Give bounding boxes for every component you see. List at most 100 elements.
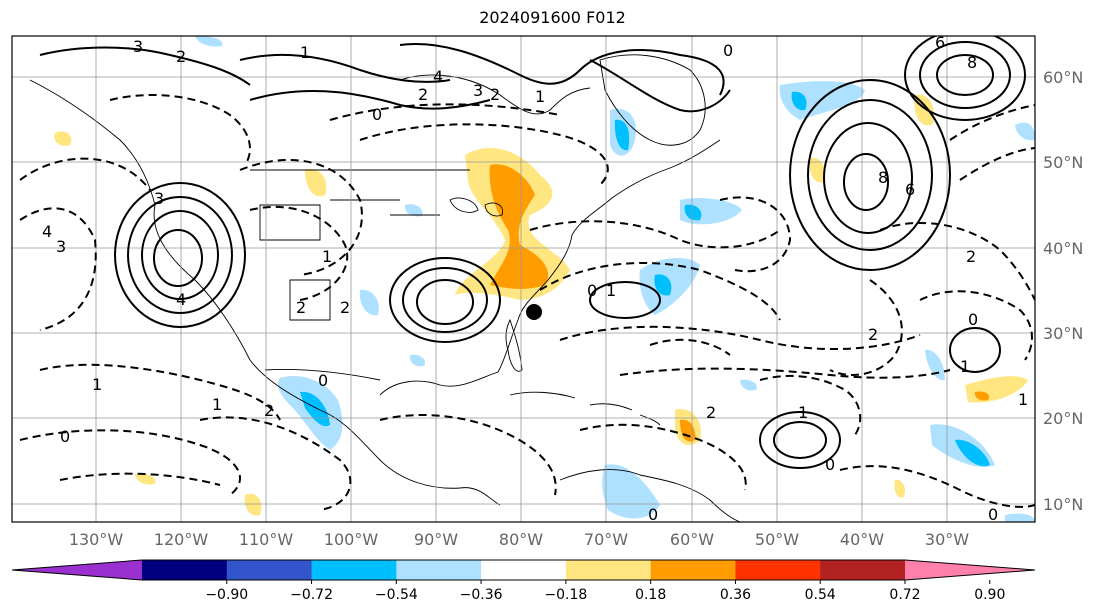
colorbar-tick-label: −0.72 (290, 587, 333, 603)
contour-labels: 3 2 1 0 4 2 3 2 1 0 8 6 6 8 3 4 3 4 1 2 … (42, 33, 1028, 524)
colorbar-segment (142, 560, 228, 580)
colorbar-segment (820, 560, 906, 580)
map-frame (11, 35, 1036, 523)
colorbar-segment (481, 560, 567, 580)
lon-label: 80°W (499, 530, 543, 549)
south-america-coastline (559, 469, 741, 522)
lon-label: 110°W (239, 530, 294, 549)
contour-label: 1 (606, 281, 616, 300)
contour-label: 0 (968, 310, 978, 329)
positive-anomaly-region (244, 493, 262, 516)
lon-label: 70°W (584, 530, 628, 549)
contour-label: 2 (706, 403, 716, 422)
longitude-labels: 130°W 120°W 110°W 100°W 90°W 80°W 70°W 6… (69, 530, 969, 549)
colorbar-segment (735, 560, 821, 580)
negative-anomaly-region (359, 289, 379, 316)
great-lakes (449, 197, 503, 217)
negative-anomaly-region (740, 379, 757, 391)
colorbar-tick-label: 0.18 (635, 587, 666, 603)
negative-anomaly-region (1005, 513, 1035, 522)
positive-anomaly-region (914, 94, 935, 126)
colorbar: −0.90 −0.72 −0.54 −0.36 −0.18 0.18 0.36 0.54 0.7… (11, 559, 1036, 603)
contour-label: 2 (418, 85, 428, 104)
positive-anomaly-region (54, 131, 72, 146)
contour-label: 0 (988, 505, 998, 524)
lon-label: 60°W (670, 530, 714, 549)
negative-anomaly-core (614, 119, 630, 151)
chart-title: 2024091600 F012 (479, 8, 626, 27)
colorbar-tick-label: −0.36 (460, 587, 503, 603)
contour-label: 0 (825, 455, 835, 474)
negative-anomaly-region (409, 354, 426, 367)
contour-label: 4 (42, 222, 52, 241)
contour-label: 2 (868, 325, 878, 344)
greenland-coastline (599, 54, 706, 146)
location-marker (526, 304, 542, 320)
contour-label: 1 (535, 87, 545, 106)
north-america-coastline (29, 79, 501, 506)
hudson-bay (399, 74, 591, 115)
negative-anomaly-core (791, 91, 807, 111)
colorbar-segment (396, 560, 482, 580)
negative-anomaly-region (1015, 122, 1035, 141)
contour-label: 1 (300, 43, 310, 62)
colorbar-tick-label: 0.72 (889, 587, 920, 603)
negative-anomaly-core (300, 391, 330, 427)
lon-label: 30°W (925, 530, 969, 549)
coastline-layer (29, 54, 741, 522)
contour-label: 3 (133, 37, 143, 56)
contour-label: 4 (433, 67, 443, 86)
contour-label: 2 (490, 85, 500, 104)
positive-anomaly-region (135, 473, 156, 485)
contour-label: 3 (56, 237, 66, 256)
caribbean-islands (509, 391, 661, 426)
lat-label: 30°N (1043, 324, 1083, 343)
contour-label: 2 (176, 47, 186, 66)
colorbar-segment (226, 560, 313, 580)
lat-label: 50°N (1043, 153, 1083, 172)
contour-label: 3 (154, 189, 164, 208)
positive-anomaly-region (809, 157, 826, 183)
anomaly-fill-layer (54, 36, 1035, 522)
positive-anomaly-core (489, 164, 549, 289)
colorbar-tick-label: −0.54 (375, 587, 418, 603)
negative-anomaly-core (955, 439, 990, 467)
contour-label: 3 (473, 81, 483, 100)
colorbar-segment (311, 560, 397, 580)
positive-anomaly-core (974, 391, 990, 401)
contour-label: 2 (966, 247, 976, 266)
colorbar-tick-label: −0.90 (205, 587, 248, 603)
positive-contours (39, 36, 1026, 469)
us-border (250, 169, 470, 321)
mexico-border (264, 369, 381, 381)
contour-label: 2 (264, 401, 274, 420)
contour-label: 0 (587, 281, 597, 300)
contour-label: 1 (960, 357, 970, 376)
lat-label: 20°N (1043, 409, 1083, 428)
contour-label: 1 (92, 375, 102, 394)
positive-anomaly-region (894, 479, 906, 498)
florida-peninsula (505, 318, 523, 372)
contour-label: 1 (1018, 390, 1028, 409)
lat-label: 10°N (1043, 495, 1083, 514)
contour-label: 0 (318, 371, 328, 390)
lat-label: 60°N (1043, 68, 1083, 87)
negative-anomaly-region (602, 464, 660, 519)
negative-anomaly-region (925, 349, 945, 381)
contour-label: 6 (905, 180, 915, 199)
colorbar-segment (565, 560, 652, 580)
contour-label: 2 (340, 298, 350, 317)
contour-label: 0 (648, 505, 658, 524)
gridlines (12, 36, 1035, 522)
contour-label: 8 (878, 168, 888, 187)
colorbar-tick-label: 0.54 (805, 587, 836, 603)
lon-label: 120°W (154, 530, 209, 549)
gulf-coast (379, 139, 721, 396)
negative-anomaly-region (195, 36, 223, 47)
contour-label: 0 (60, 427, 70, 446)
colorbar-segment (650, 560, 736, 580)
lon-label: 90°W (414, 530, 458, 549)
contour-label: 4 (176, 290, 186, 309)
contour-label: 6 (935, 33, 945, 52)
